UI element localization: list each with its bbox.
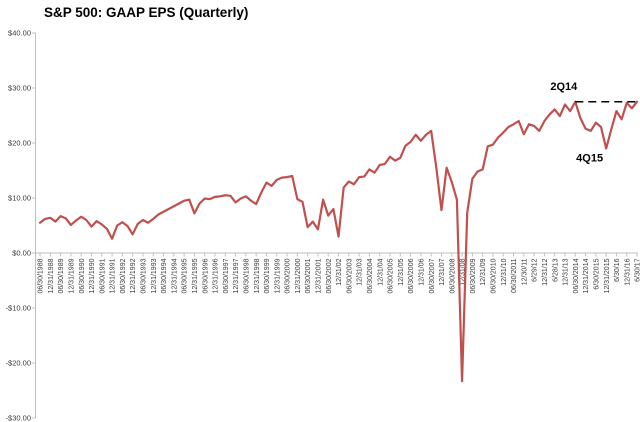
x-tick-label: 6/28/13 <box>552 258 559 281</box>
x-tick-label: 12/31/1997 <box>233 258 240 293</box>
x-tick-label: 6/30/16 <box>614 258 621 281</box>
y-tick-label: $30.00 <box>8 84 31 93</box>
y-tick-label: $20.00 <box>8 139 31 148</box>
x-tick-label: 06/30/1990 <box>79 258 86 293</box>
x-tick-label: 06/30/1995 <box>182 258 189 293</box>
x-tick-label: 12/31/16 <box>624 258 631 285</box>
x-tick-label: 06/30/2003 <box>346 258 353 293</box>
y-tick-label: $0.00 <box>12 249 31 258</box>
x-tick-label: 12/31/1990 <box>89 258 96 293</box>
x-tick-label: 12/31/1993 <box>151 258 158 293</box>
x-tick-label: 12/31/09 <box>480 258 487 285</box>
x-tick-label: 12/31/1992 <box>130 258 137 293</box>
y-tick-label: -$10.00 <box>6 304 31 313</box>
x-tick-label: 12/31/2015 <box>604 258 611 293</box>
x-tick-label: 12/31/05 <box>398 258 405 285</box>
x-tick-label: 12/31/13 <box>563 258 570 285</box>
x-axis: 06/30/1988 12/31/1988 06/30/1989 12/31/1989… <box>35 252 640 294</box>
x-tick-label: 06/30/1994 <box>161 258 168 293</box>
x-tick-label: 12/31/1998 <box>254 258 261 293</box>
x-tick-label: 06/30/2006 <box>408 258 415 293</box>
x-tick-label: 06/30/1988 <box>38 258 45 293</box>
x-tick-label: 12/31/12 <box>542 258 549 285</box>
annotation-2q14: 2Q14 <box>550 81 578 93</box>
x-tick-label: 12/31/1988 <box>48 258 55 293</box>
x-tick-label: 06/30/2001 <box>305 258 312 293</box>
x-tick-label: 06/30/2002 <box>326 258 333 293</box>
x-tick-label: 06/30/1991 <box>99 258 106 293</box>
x-tick-label: 6/30/2015 <box>593 258 600 289</box>
x-tick-label: 12/31/2000 <box>295 258 302 293</box>
chart-title: S&P 500: GAAP EPS (Quarterly) <box>44 5 249 20</box>
x-tick-label: 12/31/07 <box>439 258 446 285</box>
x-tick-label: 06/30/1998 <box>243 258 250 293</box>
x-tick-label: 06/30/2005 <box>388 258 395 293</box>
x-tick-label: 06/30/1993 <box>141 258 148 293</box>
x-tick-label: 12/31/08 <box>460 258 467 285</box>
y-tick-label: $40.00 <box>8 29 31 38</box>
eps-line-series <box>38 100 639 383</box>
x-tick-label: 12/31/1999 <box>274 258 281 293</box>
y-tick-label: $10.00 <box>8 194 31 203</box>
x-tick-label: 6/30/17 <box>635 258 640 281</box>
x-tick-label: 12/31/06 <box>418 258 425 285</box>
x-tick-label: 12/31/1994 <box>171 258 178 293</box>
x-tick-label: 12/31/04 <box>377 258 384 285</box>
y-tick-label: -$20.00 <box>6 359 31 368</box>
x-tick-label: 12/31/1991 <box>110 258 117 293</box>
annotation-4q15: 4Q15 <box>576 153 603 165</box>
x-tick-label: 12/31/2001 <box>316 258 323 293</box>
x-tick-label: 06/30/2011 <box>511 258 518 293</box>
x-tick-label: 12/31/1996 <box>213 258 220 293</box>
x-tick-label: 12/30/11 <box>521 258 528 285</box>
x-tick-label: 12/31/1995 <box>192 258 199 293</box>
x-tick-label: 06/30/2007 <box>429 258 436 293</box>
x-tick-label: 06/30/1989 <box>58 258 65 293</box>
x-tick-label: 06/30/2008 <box>449 258 456 293</box>
x-tick-label: 6/29/12 <box>532 258 539 281</box>
x-tick-label: 12/31/03 <box>357 258 364 285</box>
x-tick-label: 12/31/02 <box>336 258 343 285</box>
x-tick-label: 06/30/1999 <box>264 258 271 293</box>
x-tick-label: 06/30/1997 <box>223 258 230 293</box>
y-tick-label: -$30.00 <box>6 414 31 422</box>
x-tick-label: 12/31/10 <box>501 258 508 285</box>
y-axis: $40.00 $30.00 $20.00 $10.00 $0.00 -$10.00 -$20… <box>6 29 36 422</box>
x-tick-label: 06/30/2004 <box>367 258 374 293</box>
x-tick-label: 06/30/2010 <box>491 258 498 293</box>
x-tick-label: 06/30/2014 <box>573 258 580 293</box>
x-tick-label: 06/30/2000 <box>285 258 292 293</box>
x-tick-label: 12/31/1989 <box>68 258 75 293</box>
x-tick-label: 06/30/1996 <box>202 258 209 293</box>
x-tick-label: 06/30/2009 <box>470 258 477 293</box>
x-tick-label: 06/30/1992 <box>120 258 127 293</box>
x-tick-label: 12/31/2014 <box>583 258 590 293</box>
